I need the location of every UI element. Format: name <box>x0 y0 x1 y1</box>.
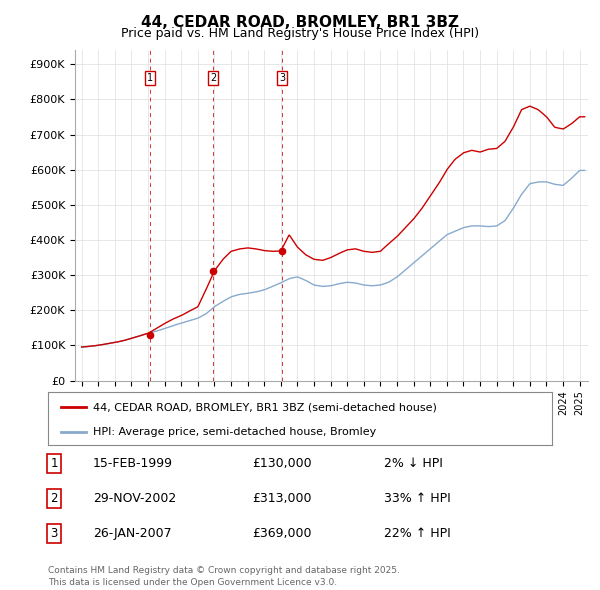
Text: £130,000: £130,000 <box>252 457 311 470</box>
Text: 33% ↑ HPI: 33% ↑ HPI <box>384 492 451 505</box>
Text: Contains HM Land Registry data © Crown copyright and database right 2025.
This d: Contains HM Land Registry data © Crown c… <box>48 566 400 587</box>
Text: 1: 1 <box>50 457 58 470</box>
Text: HPI: Average price, semi-detached house, Bromley: HPI: Average price, semi-detached house,… <box>94 427 377 437</box>
Text: 22% ↑ HPI: 22% ↑ HPI <box>384 527 451 540</box>
Text: £313,000: £313,000 <box>252 492 311 505</box>
Text: 26-JAN-2007: 26-JAN-2007 <box>93 527 172 540</box>
Text: £369,000: £369,000 <box>252 527 311 540</box>
Text: 2: 2 <box>210 73 216 83</box>
Text: 15-FEB-1999: 15-FEB-1999 <box>93 457 173 470</box>
Text: 2: 2 <box>50 492 58 505</box>
Text: 44, CEDAR ROAD, BROMLEY, BR1 3BZ: 44, CEDAR ROAD, BROMLEY, BR1 3BZ <box>141 15 459 30</box>
Text: 1: 1 <box>147 73 153 83</box>
Text: 2% ↓ HPI: 2% ↓ HPI <box>384 457 443 470</box>
Text: Price paid vs. HM Land Registry's House Price Index (HPI): Price paid vs. HM Land Registry's House … <box>121 27 479 40</box>
Text: 29-NOV-2002: 29-NOV-2002 <box>93 492 176 505</box>
Text: 3: 3 <box>50 527 58 540</box>
Text: 3: 3 <box>279 73 285 83</box>
Text: 44, CEDAR ROAD, BROMLEY, BR1 3BZ (semi-detached house): 44, CEDAR ROAD, BROMLEY, BR1 3BZ (semi-d… <box>94 402 437 412</box>
